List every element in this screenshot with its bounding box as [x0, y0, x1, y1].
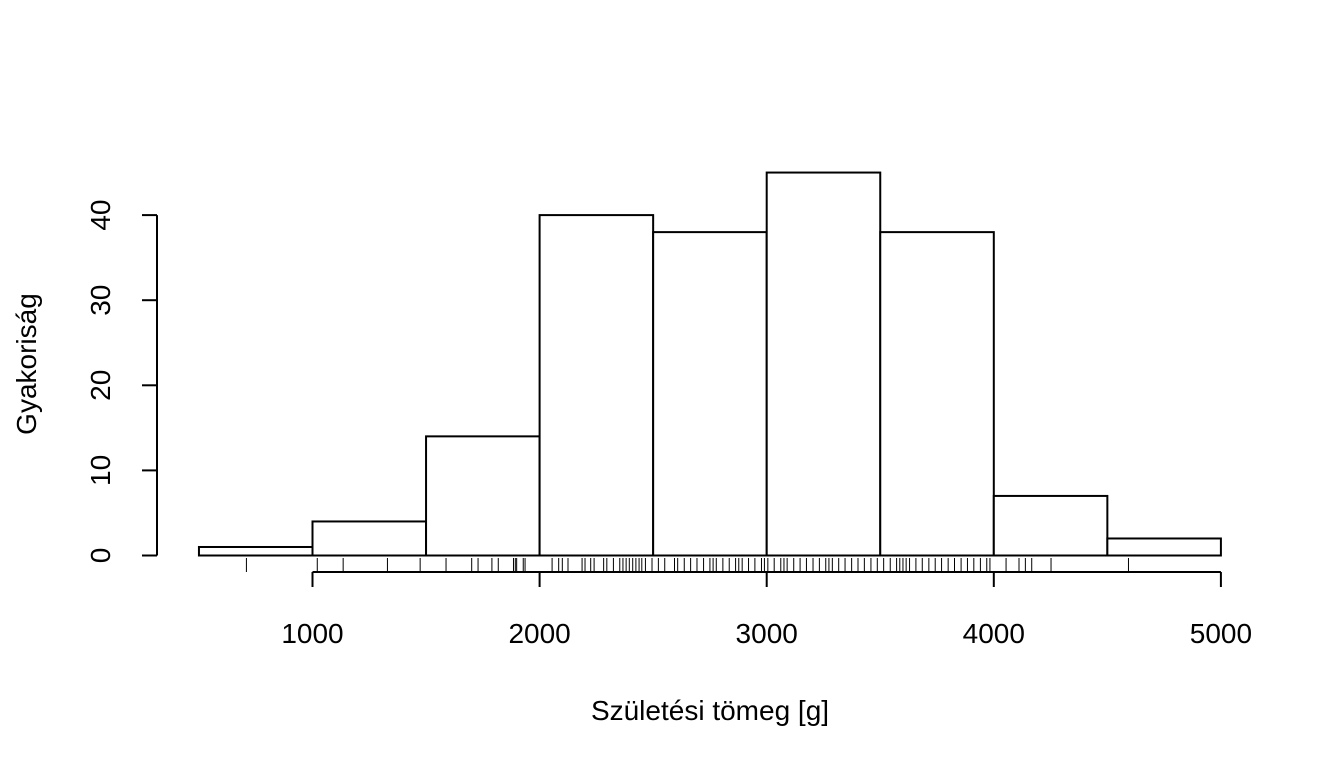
y-tick-label: 0	[85, 548, 116, 564]
histogram-bar	[652, 231, 768, 557]
x-tick-label: 5000	[1190, 618, 1252, 649]
x-tick-label: 3000	[736, 618, 798, 649]
histogram-bar	[311, 520, 428, 557]
x-tick-label: 2000	[508, 618, 570, 649]
y-tick-label: 30	[85, 285, 116, 316]
x-axis-title: Születési tömeg [g]	[591, 695, 829, 726]
rug-marks	[245, 558, 1129, 572]
histogram-bar	[992, 494, 1109, 557]
histogram-bar	[425, 435, 541, 557]
y-axis: 0 10 20 30 40	[85, 200, 158, 564]
y-tick-label: 40	[85, 200, 116, 231]
histogram-bar	[197, 545, 314, 557]
y-tick-label: 10	[85, 455, 116, 486]
y-tick-label: 20	[85, 370, 116, 401]
histogram-bar	[1106, 537, 1222, 557]
histogram-bar	[538, 214, 655, 557]
x-tick-label: 4000	[963, 618, 1025, 649]
histogram-bar	[765, 171, 882, 557]
histogram-bar	[879, 231, 995, 557]
x-tick-label: 1000	[281, 618, 343, 649]
histogram-bars	[197, 171, 1222, 557]
y-axis-title: Gyakoriság	[11, 293, 42, 435]
x-axis: 1000 2000 3000 4000 5000	[281, 571, 1252, 649]
